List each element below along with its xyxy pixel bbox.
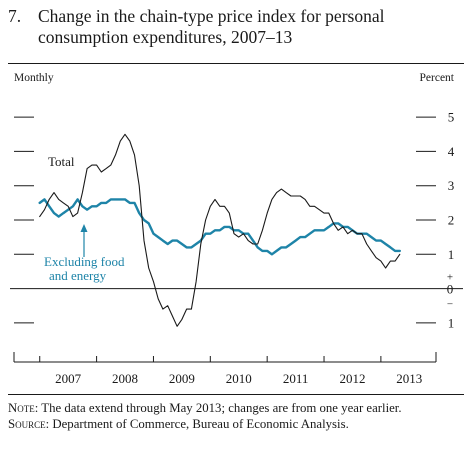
- zero-minus-sign: −: [447, 299, 453, 311]
- zero-plus-sign: +: [447, 272, 453, 284]
- y-tick-label: 2: [448, 213, 455, 228]
- figure-notes: Note: The data extend through May 2013; …: [8, 401, 464, 432]
- figure-title-text: Change in the chain-type price index for…: [38, 6, 385, 47]
- right-unit-label: Percent: [419, 72, 454, 84]
- source-line: Source: Department of Commerce, Bureau o…: [8, 417, 464, 433]
- x-tick-label: 2009: [169, 371, 195, 386]
- left-unit-label: Monthly: [14, 72, 54, 84]
- bottom-rule: [8, 394, 464, 395]
- y-tick-label: 5: [448, 110, 455, 125]
- top-rule: [8, 63, 464, 64]
- y-tick-label: 1: [448, 315, 455, 330]
- core-annotation-line: and energy: [49, 268, 107, 283]
- x-tick-label: 2011: [283, 371, 309, 386]
- note-label: Note:: [8, 401, 39, 415]
- x-tick-label: 2008: [112, 371, 138, 386]
- source-text: Department of Commerce, Bureau of Econom…: [52, 416, 349, 431]
- y-tick-label: 0: [447, 282, 454, 297]
- x-tick-label: 2012: [339, 371, 365, 386]
- total-annotation: Total: [48, 154, 75, 169]
- note-line: Note: The data extend through May 2013; …: [8, 401, 464, 417]
- source-label: Source:: [8, 416, 50, 431]
- x-tick-label: 2010: [226, 371, 252, 386]
- note-text: The data extend through May 2013; change…: [41, 401, 402, 415]
- core-series-line: [38, 198, 401, 256]
- y-tick-label: 3: [448, 178, 455, 193]
- core-annotation-arrow-head: [80, 224, 88, 232]
- x-tick-label: 2013: [396, 371, 422, 386]
- core-annotation: Excluding food and energy: [44, 254, 125, 283]
- total-series-line: [39, 133, 401, 327]
- x-tick-label: 2007: [55, 371, 82, 386]
- core-annotation-line: Excluding food: [44, 254, 125, 269]
- price-index-line-chart: 1 +0 − 1 2 3 4 5 2007 2008 2009 2010 2011 2012 2013 Tot…: [10, 110, 463, 386]
- y-tick-label: 4: [448, 144, 455, 159]
- figure-number: 7.: [8, 6, 22, 26]
- y-tick-label: 1: [448, 247, 455, 262]
